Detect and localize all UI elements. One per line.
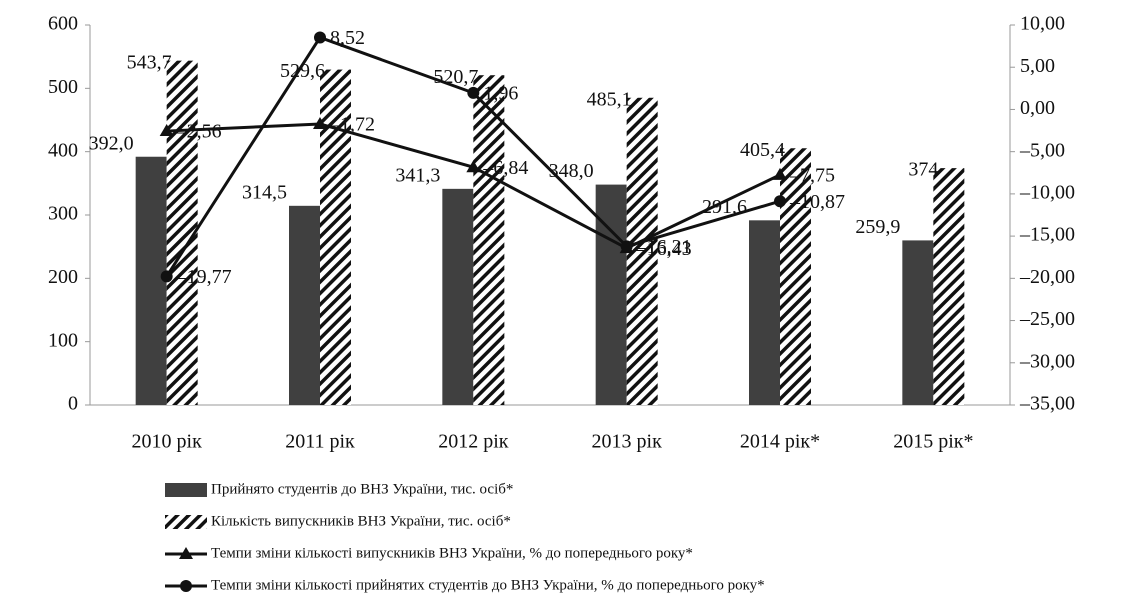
- y2-tick-label: –25,00: [1019, 308, 1075, 330]
- y-tick-label: 400: [48, 139, 78, 161]
- legend-swatch: [165, 515, 207, 529]
- data-label: –7,75: [789, 164, 835, 186]
- data-label: –19,77: [176, 266, 232, 288]
- y2-tick-label: 0,00: [1020, 97, 1055, 119]
- bar: [933, 168, 965, 405]
- marker: [620, 240, 633, 253]
- bar: [442, 188, 474, 405]
- data-label: –10,87: [789, 191, 845, 213]
- marker: [773, 167, 787, 180]
- data-label: 374: [908, 159, 938, 181]
- y2-tick-label: –15,00: [1019, 224, 1075, 246]
- y2-tick-label: 10,00: [1020, 13, 1065, 35]
- data-label: 1,96: [483, 82, 518, 104]
- data-label: 348,0: [549, 160, 594, 182]
- y2-tick-label: –35,00: [1019, 393, 1075, 415]
- y2-tick-label: –5,00: [1019, 139, 1065, 161]
- legend-label: Прийнято студентів до ВНЗ України, тис. …: [211, 481, 513, 497]
- data-label: 259,9: [855, 216, 900, 238]
- data-label: 529,6: [280, 60, 325, 82]
- data-label: –16,43: [636, 238, 692, 260]
- data-label: –16,21: [636, 236, 692, 258]
- y2-tick-label: –10,00: [1019, 181, 1075, 203]
- legend-swatch: [165, 483, 207, 497]
- x-tick-label: 2010 рік: [132, 431, 203, 453]
- marker: [159, 124, 174, 137]
- y-tick-label: 100: [48, 329, 78, 351]
- marker: [774, 195, 786, 208]
- y-tick-label: 0: [68, 393, 78, 415]
- y2-tick-label: –30,00: [1019, 350, 1075, 372]
- legend-label: Темпи зміни кількості випускників ВНЗ Ук…: [211, 545, 693, 561]
- data-label: –1,72: [329, 114, 375, 136]
- data-label: 520,7: [433, 66, 478, 88]
- data-label: 543,7: [127, 51, 172, 73]
- marker: [314, 31, 326, 44]
- x-tick-label: 2012 рік: [438, 431, 509, 453]
- data-label: 405,4: [740, 139, 785, 161]
- bar: [289, 205, 320, 405]
- legend-swatch: [179, 547, 193, 559]
- y2-tick-label: 5,00: [1020, 55, 1055, 77]
- bar: [595, 184, 627, 405]
- y-tick-label: 500: [48, 76, 78, 98]
- marker: [313, 116, 327, 129]
- bar: [473, 75, 505, 406]
- data-label: –2,56: [176, 121, 222, 143]
- bar: [749, 220, 780, 405]
- bar: [902, 240, 934, 405]
- x-tick-label: 2013 рік: [592, 431, 663, 453]
- legend-swatch: [180, 580, 192, 592]
- data-label: 8,52: [330, 27, 365, 49]
- y-tick-label: 300: [48, 203, 78, 225]
- data-label: 314,5: [242, 181, 287, 203]
- x-tick-label: 2014 рік*: [740, 431, 820, 453]
- x-tick-label: 2011 рік: [285, 431, 355, 453]
- marker: [160, 270, 173, 283]
- bar: [166, 60, 198, 405]
- data-label: –6,84: [482, 157, 528, 179]
- bar: [780, 148, 811, 405]
- marker: [466, 160, 481, 173]
- data-label: 485,1: [587, 88, 632, 110]
- y-tick-label: 200: [48, 266, 78, 288]
- data-label: 341,3: [395, 164, 440, 186]
- legend-label: Кількість випускників ВНЗ України, тис. …: [211, 513, 511, 529]
- data-label: 291,6: [702, 196, 747, 218]
- y-tick-label: 600: [48, 13, 78, 35]
- marker: [467, 86, 480, 99]
- x-tick-label: 2015 рік*: [893, 431, 973, 453]
- data-label: 392,0: [89, 132, 134, 154]
- y2-tick-label: –20,00: [1019, 266, 1075, 288]
- legend-label: Темпи зміни кількості прийнятих студенті…: [211, 577, 765, 593]
- bar: [135, 156, 167, 405]
